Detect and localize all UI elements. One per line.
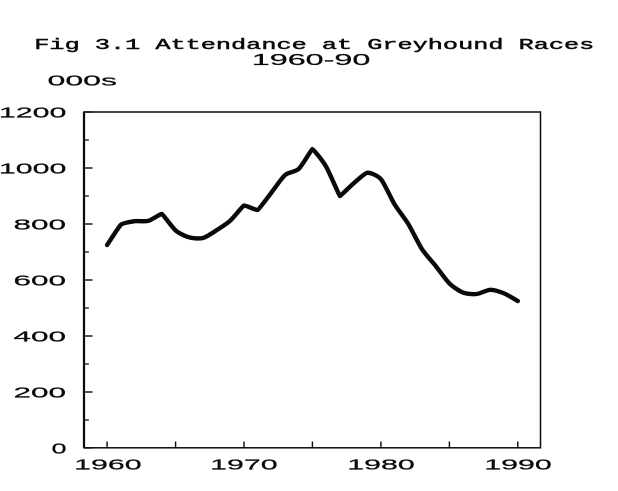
svg-text:1960: 1960 (74, 457, 142, 474)
svg-text:1960-90: 1960-90 (252, 52, 371, 69)
svg-text:0: 0 (52, 441, 67, 458)
svg-text:600: 600 (14, 273, 67, 290)
svg-text:400: 400 (14, 329, 67, 346)
svg-text:1990: 1990 (484, 457, 552, 474)
svg-text:800: 800 (14, 217, 67, 234)
svg-text:1970: 1970 (210, 457, 278, 474)
svg-text:1200: 1200 (0, 105, 66, 122)
svg-text:200: 200 (14, 385, 67, 402)
svg-text:1980: 1980 (347, 457, 415, 474)
svg-text:1000: 1000 (0, 161, 66, 178)
svg-text:Fig 3.1 Attendance at Greyhoun: Fig 3.1 Attendance at Greyhound Races (34, 37, 594, 54)
svg-text:000s: 000s (48, 73, 118, 90)
